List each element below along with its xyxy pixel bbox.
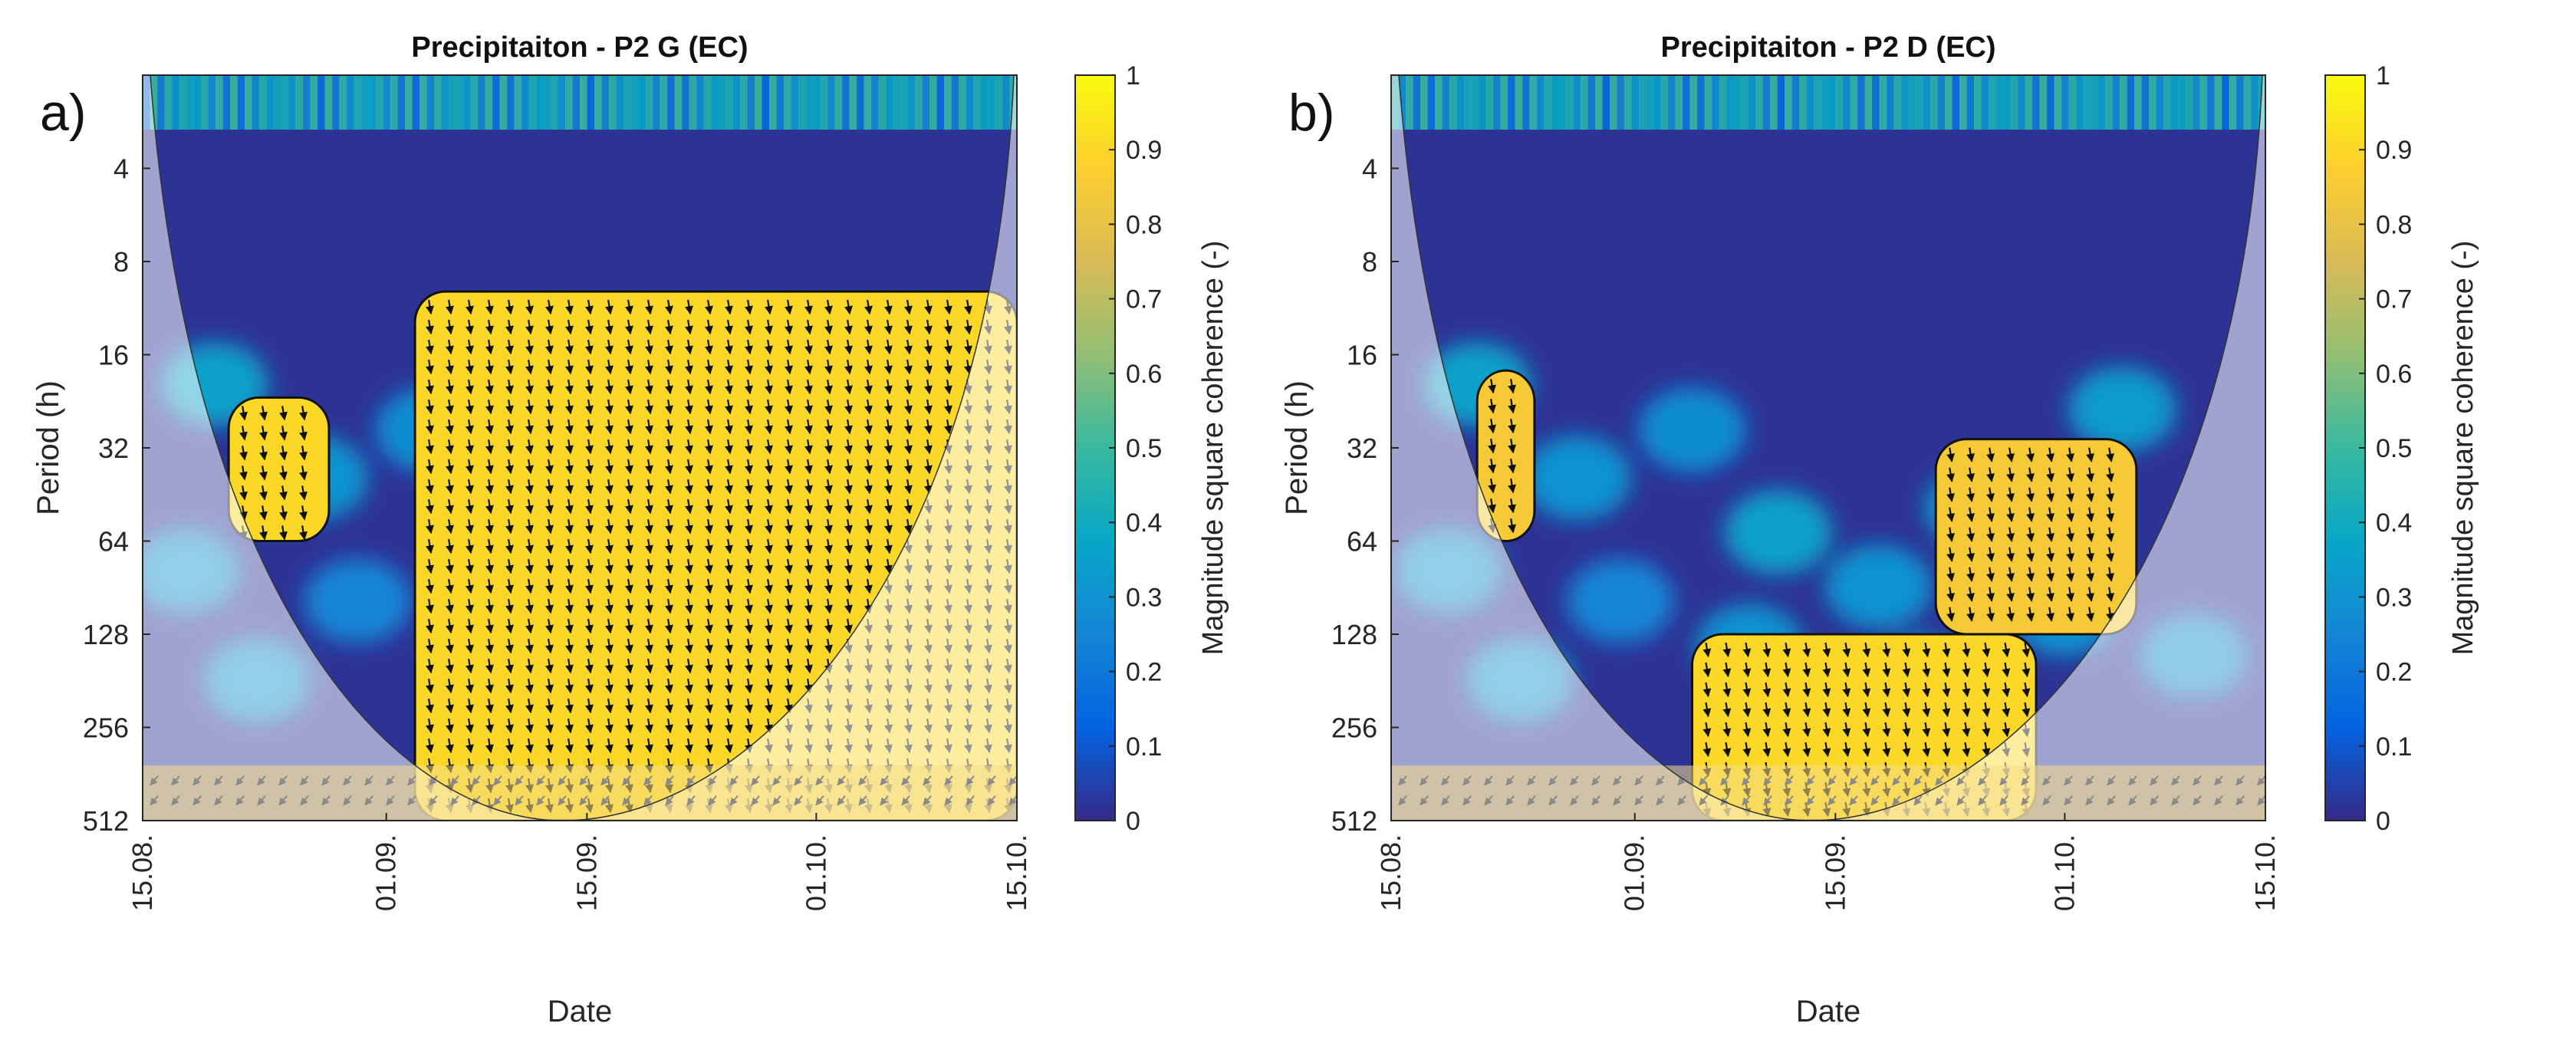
colorbar-tick-label: 0.8: [1126, 210, 1162, 239]
y-axis-label: Period (h): [1280, 380, 1314, 515]
x-tick-label: 15.10.: [2249, 834, 2281, 911]
y-tick-label: 512: [83, 805, 129, 837]
colorbar-tick-label: 0.9: [2376, 136, 2412, 165]
colorbar-tick-label: 0.2: [1126, 658, 1162, 687]
y-tick-label: 64: [98, 526, 129, 558]
x-tick-label: 15.10.: [1001, 834, 1032, 911]
chart-title: Precipitaiton - P2 G (EC): [411, 31, 748, 64]
colorbar-label: Magnitude square coherence (-): [2447, 241, 2479, 656]
panel-label: a): [40, 84, 86, 142]
cone-of-influence-outline: [150, 75, 1015, 821]
colorbar-gradient: [1074, 74, 1116, 821]
y-tick-label: 256: [1331, 712, 1377, 744]
chart-panel-a: Precipitaiton - P2 G (EC) a) 4 8 16 32 64 128 25…: [31, 31, 1229, 1028]
y-tick-label: 8: [1362, 246, 1377, 278]
heatmap-area: [143, 75, 1017, 821]
colorbar-tick-label: 0.1: [2376, 732, 2412, 762]
y-tick-label: 512: [1331, 805, 1377, 837]
colorbar-tick-label: 0.4: [2376, 508, 2412, 538]
x-tick-label: 15.08.: [127, 834, 158, 911]
colorbar-tick-label: 0.7: [2376, 285, 2412, 314]
x-tick-label: 01.10.: [2048, 834, 2080, 911]
y-tick-label: 4: [1362, 153, 1377, 185]
significant-region-early-oscillation: [1476, 369, 1536, 542]
colorbar-tick-label: 0.5: [1126, 434, 1162, 463]
y-tick-label: 4: [114, 153, 129, 185]
colorbar-tick-label: 0.7: [1126, 285, 1162, 314]
colorbar-label: Magnitude square coherence (-): [1197, 241, 1229, 656]
colorbar-tick-label: 0.3: [1126, 583, 1162, 612]
colorbar-tick-label: 0.6: [1126, 360, 1162, 389]
cone-of-influence: [143, 75, 1017, 821]
colorbar-tick-label: 0.6: [2376, 360, 2412, 389]
colorbar-tick-label: 0.3: [2376, 583, 2412, 612]
colorbar-tick-label: 0.4: [1126, 508, 1162, 538]
colorbar-tick-label: 0.2: [2376, 658, 2412, 687]
x-tick-label: 01.10.: [800, 834, 831, 911]
y-tick-label: 16: [98, 340, 129, 371]
long-period-shade: [143, 765, 1017, 821]
chart-panel-b: Precipitaiton - P2 D (EC) b) 4 8 16 32 64 128 25…: [1280, 31, 2479, 1028]
short-period-strip: [1391, 75, 2265, 130]
colorbar-tick-label: 0.5: [2376, 434, 2412, 463]
y-tick-label: 16: [1347, 340, 1377, 371]
y-tick-label: 32: [98, 433, 129, 464]
x-axis-label: Date: [1796, 995, 1861, 1028]
colorbar: 0 0.1 0.2 0.3 0.4 0.5 0.6 0.7 0.8 0.9 1 Magnitude s…: [2324, 61, 2479, 836]
colorbar-tick-label: 1: [2376, 61, 2390, 90]
x-tick-label: 15.08.: [1375, 834, 1406, 911]
significant-region-fourty-eight-hour: [1934, 438, 2138, 636]
y-tick-label: 8: [114, 246, 129, 278]
y-tick-label: 32: [1347, 433, 1377, 464]
y-tick-label: 256: [83, 712, 129, 744]
colorbar-tick-label: 0.8: [2376, 210, 2412, 239]
significant-region-early-oscillation: [227, 396, 331, 542]
x-axis-label: Date: [548, 995, 613, 1028]
chart-title: Precipitaiton - P2 D (EC): [1660, 31, 1995, 64]
colorbar-gradient: [2324, 74, 2366, 821]
colorbar-tick-label: 0.1: [1126, 732, 1162, 762]
long-period-shade: [1391, 765, 2265, 821]
cone-of-influence-outline: [1398, 75, 2263, 821]
y-tick-label: 128: [1331, 619, 1377, 650]
colorbar-tick-label: 0.9: [1126, 136, 1162, 165]
panel-label: b): [1288, 84, 1334, 142]
x-tick-label: 01.09.: [370, 834, 402, 911]
colorbar-tick-label: 0: [2376, 807, 2390, 836]
y-tick-label: 64: [1347, 526, 1377, 558]
x-tick-label: 01.09.: [1619, 834, 1650, 911]
colorbar: 0 0.1 0.2 0.3 0.4 0.5 0.6 0.7 0.8 0.9 1 Magnitude s…: [1074, 61, 1229, 836]
short-period-strip: [143, 75, 1017, 130]
y-tick-label: 128: [83, 619, 129, 650]
colorbar-tick-label: 0: [1126, 807, 1140, 836]
y-axis-label: Period (h): [31, 380, 65, 515]
colorbar-tick-label: 1: [1126, 61, 1140, 90]
heatmap-area: [1391, 75, 2265, 821]
x-tick-label: 15.09.: [1819, 834, 1851, 911]
cone-of-influence: [1391, 75, 2265, 821]
x-tick-label: 15.09.: [571, 834, 602, 911]
